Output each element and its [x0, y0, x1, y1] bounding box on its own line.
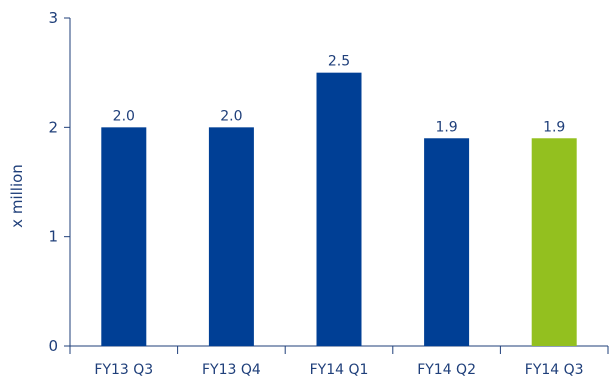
value-label: 1.9 — [543, 119, 565, 135]
y-tick-label: 1 — [48, 228, 58, 246]
bar — [101, 127, 147, 346]
bar — [316, 72, 362, 347]
category-label: FY14 Q1 — [310, 362, 369, 378]
category-label: FY14 Q3 — [525, 362, 584, 378]
bar — [208, 127, 254, 346]
y-axis: 0 1 2 3 — [48, 9, 71, 355]
category-label: FY13 Q3 — [94, 362, 153, 378]
bar — [531, 138, 577, 346]
y-tick-label: 0 — [48, 337, 58, 355]
value-label: 2.5 — [328, 54, 350, 70]
y-axis-title: x million — [8, 164, 26, 228]
value-label: 2.0 — [220, 108, 242, 124]
x-axis — [69, 345, 609, 354]
category-label: FY14 Q2 — [417, 362, 476, 378]
bars — [101, 72, 577, 347]
y-tick-label: 2 — [48, 118, 58, 136]
y-tick-label: 3 — [48, 9, 58, 27]
category-labels: FY13 Q3 FY13 Q4 FY14 Q1 FY14 Q2 FY14 Q3 — [94, 362, 583, 378]
category-label: FY13 Q4 — [202, 362, 261, 378]
bar — [424, 138, 470, 346]
value-labels: 2.0 2.0 2.5 1.9 1.9 — [113, 54, 566, 136]
value-label: 1.9 — [435, 119, 457, 135]
value-label: 2.0 — [113, 108, 135, 124]
